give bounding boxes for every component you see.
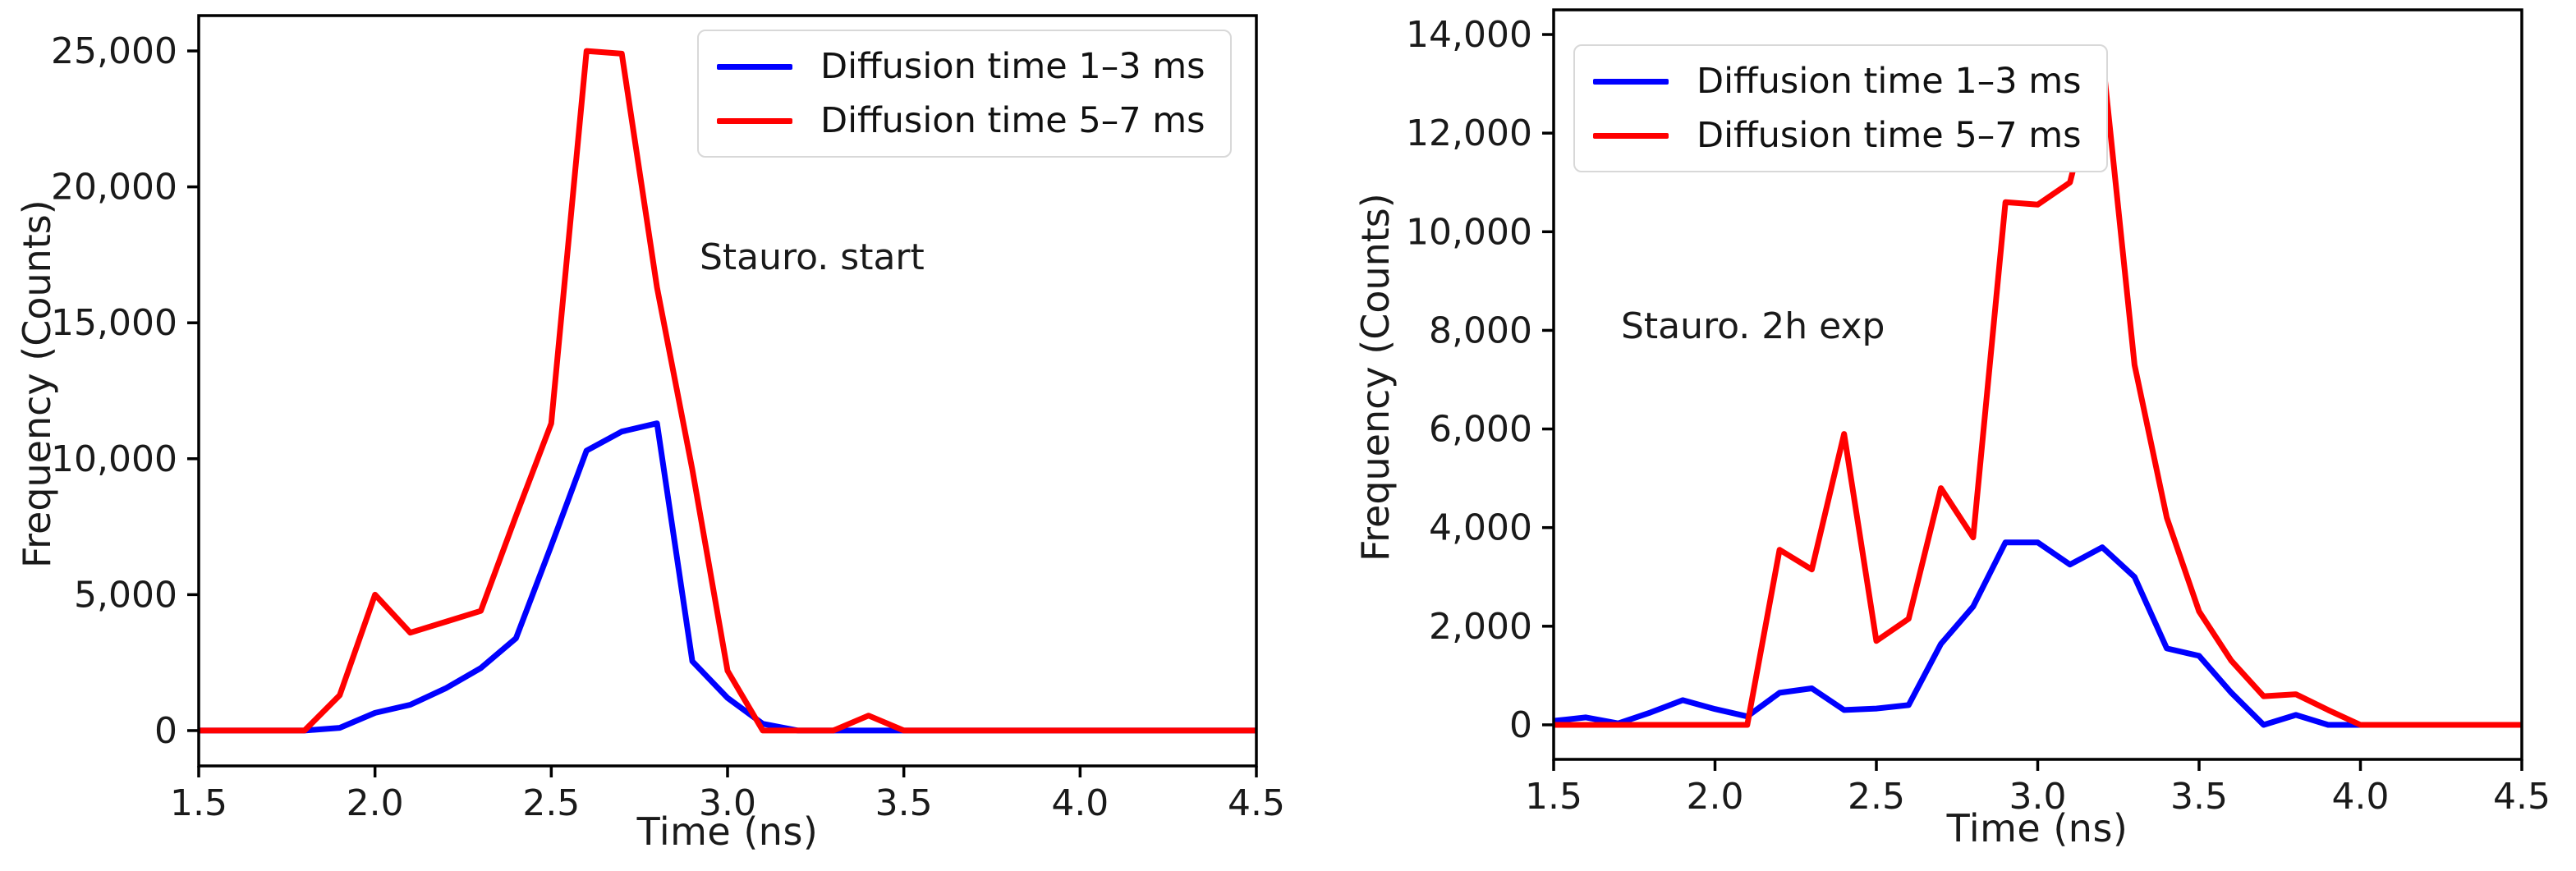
x-tick-label: 3.0	[699, 782, 756, 824]
series-line-blue	[1553, 539, 2522, 728]
plot-border	[1552, 8, 2523, 761]
y-axis-label: Frequency (Counts)	[15, 199, 59, 568]
x-tick-label: 4.0	[1051, 782, 1109, 824]
legend-item-diffusion-5-7: Diffusion time 5–7 ms	[1593, 115, 2082, 156]
y-tick-label: 20,000	[51, 167, 177, 209]
x-tick-label: 1.5	[1525, 776, 1582, 818]
x-tick-label: 4.5	[2493, 776, 2551, 818]
y-tick-label: 5,000	[74, 574, 177, 616]
legend-item-diffusion-5-7: Diffusion time 5–7 ms	[717, 100, 1205, 141]
legend-line-swatch-blue	[1593, 78, 1669, 85]
y-tick-label: 0	[154, 710, 177, 752]
legend-item-diffusion-1-3: Diffusion time 1–3 ms	[717, 46, 1205, 87]
legend-line-swatch-red	[717, 117, 792, 124]
series-line-blue	[199, 420, 1256, 734]
x-tick-label: 1.5	[170, 782, 227, 824]
legend: Diffusion time 1–3 ms Diffusion time 5–7…	[1573, 44, 2108, 172]
annotation-stauro-start: Stauro. start	[700, 236, 925, 278]
y-axis-label: Frequency (Counts)	[1353, 193, 1398, 562]
y-tick-label: 25,000	[51, 30, 177, 72]
x-axis-label: Time (ns)	[1946, 806, 2128, 850]
legend: Diffusion time 1–3 ms Diffusion time 5–7…	[697, 30, 1232, 158]
legend-item-diffusion-1-3: Diffusion time 1–3 ms	[1593, 61, 2082, 102]
y-tick-label: 10,000	[1406, 211, 1532, 253]
legend-label: Diffusion time 5–7 ms	[820, 100, 1205, 141]
legend-line-swatch-red	[1593, 132, 1669, 139]
legend-label: Diffusion time 5–7 ms	[1697, 115, 2082, 156]
annotation-stauro-2h-exp: Stauro. 2h exp	[1621, 305, 1885, 347]
y-tick-label: 2,000	[1429, 606, 1532, 648]
y-tick-label: 0	[1509, 704, 1532, 746]
x-axis-label: Time (ns)	[636, 809, 819, 854]
y-tick-label: 8,000	[1429, 309, 1532, 351]
x-tick-label: 3.5	[2170, 776, 2228, 818]
series-line-red	[1554, 51, 2522, 728]
x-tick-label: 3.0	[2009, 776, 2067, 818]
plot-area-left: 1.5 2.0 2.5 3.0 3.5 4.0 4.5 0 5,000 10,000 15,000 2…	[51, 14, 1285, 824]
y-tick-label: 15,000	[51, 302, 177, 344]
legend-label: Diffusion time 1–3 ms	[820, 46, 1205, 87]
y-tick-label: 10,000	[51, 438, 177, 480]
y-tick-label: 14,000	[1406, 14, 1532, 56]
x-tick-label: 2.0	[1687, 776, 1744, 818]
y-tick-label: 6,000	[1429, 409, 1532, 451]
x-tick-label: 2.5	[522, 782, 580, 824]
x-tick-label: 3.5	[875, 782, 933, 824]
x-tick-label: 2.5	[1848, 776, 1905, 818]
chart-stauro-2h-exp: 1.5 2.0 2.5 3.0 3.5 4.0 4.5 0 2,000 4,000 6,000 8,0…	[1288, 0, 2576, 871]
x-tick-label: 2.0	[347, 782, 404, 824]
plot-area-right: 1.5 2.0 2.5 3.0 3.5 4.0 4.5 0 2,000 4,000 6,000 8,0…	[1406, 8, 2551, 818]
y-tick-label: 12,000	[1406, 112, 1532, 154]
series-line-red	[199, 48, 1256, 734]
legend-label: Diffusion time 1–3 ms	[1697, 61, 2082, 102]
plot-border	[197, 14, 1258, 768]
x-tick-label: 4.0	[2332, 776, 2390, 818]
x-tick-label: 4.5	[1228, 782, 1285, 824]
chart-stauro-start: 1.5 2.0 2.5 3.0 3.5 4.0 4.5 0 5,000 10,000 15,000 2…	[15, 14, 1285, 854]
legend-line-swatch-blue	[717, 63, 792, 70]
y-tick-label: 4,000	[1429, 507, 1532, 549]
